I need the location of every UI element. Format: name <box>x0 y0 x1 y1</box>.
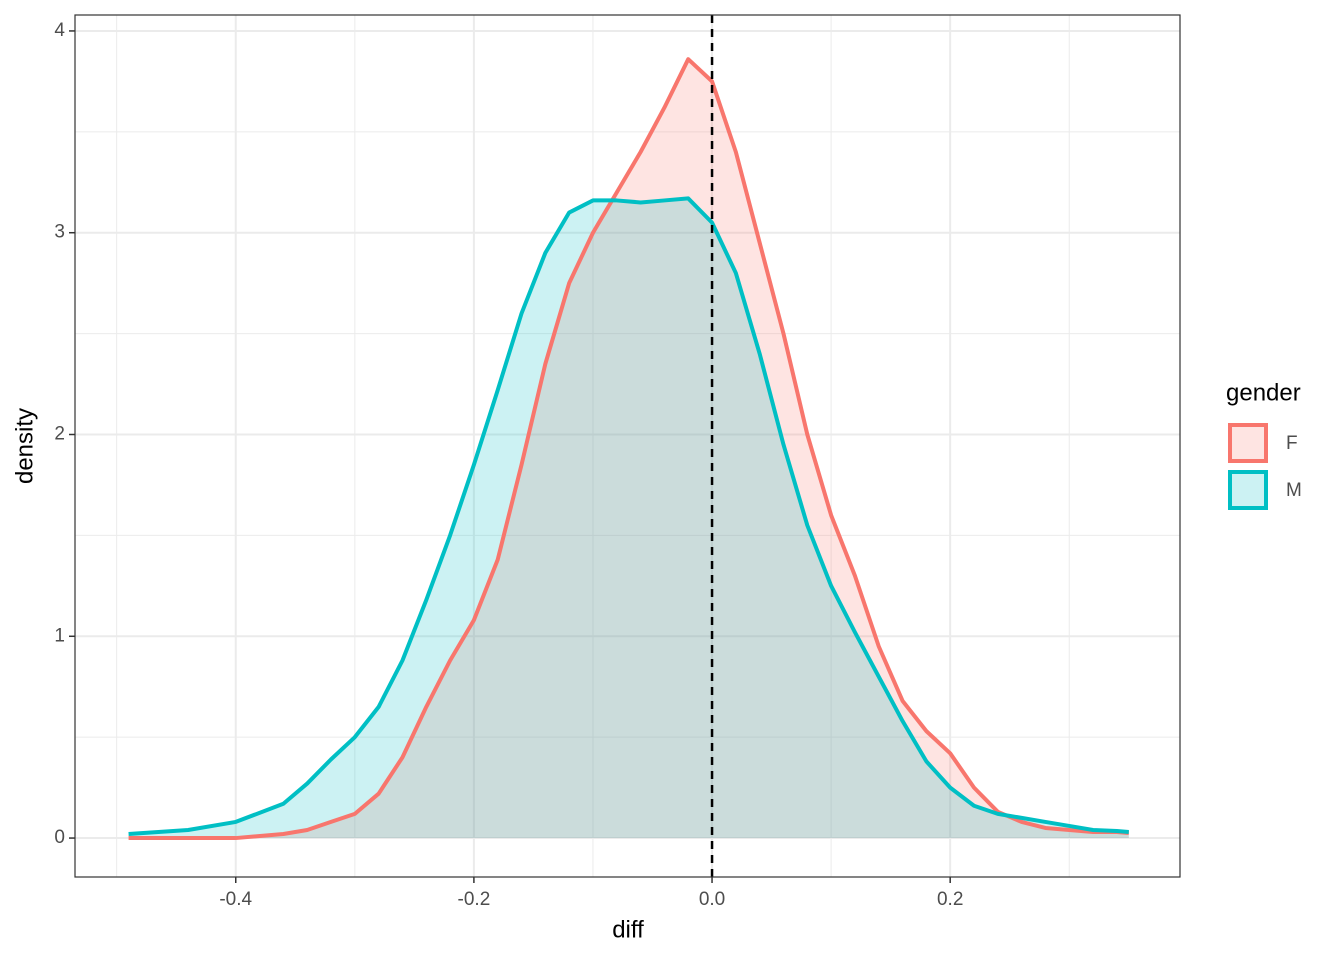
y-tick-label: 0 <box>54 827 65 848</box>
legend-key <box>1228 423 1268 463</box>
legend-label: F <box>1286 433 1298 454</box>
y-axis-label: density <box>11 408 38 484</box>
x-tick-label: -0.4 <box>219 889 252 910</box>
plot-border <box>74 14 1181 878</box>
x-tick-label: 0.2 <box>937 889 963 910</box>
x-axis-label: diff <box>612 916 644 943</box>
legend-label: M <box>1286 480 1302 501</box>
y-tick-label: 2 <box>54 424 65 445</box>
y-tick-label: 3 <box>54 222 65 243</box>
y-tick-label: 1 <box>54 625 65 646</box>
legend-key <box>1228 470 1268 510</box>
density-line <box>128 57 1129 841</box>
legend-title: gender <box>1226 379 1301 406</box>
plot-background <box>75 15 1180 877</box>
x-tick-label: 0.0 <box>699 889 725 910</box>
x-tick-label: -0.2 <box>458 889 491 910</box>
legend-swatch <box>1228 423 1268 463</box>
density-line <box>128 196 1129 837</box>
density-area <box>128 59 1129 839</box>
legend-swatch <box>1228 470 1268 510</box>
y-tick-label: 4 <box>54 20 65 41</box>
